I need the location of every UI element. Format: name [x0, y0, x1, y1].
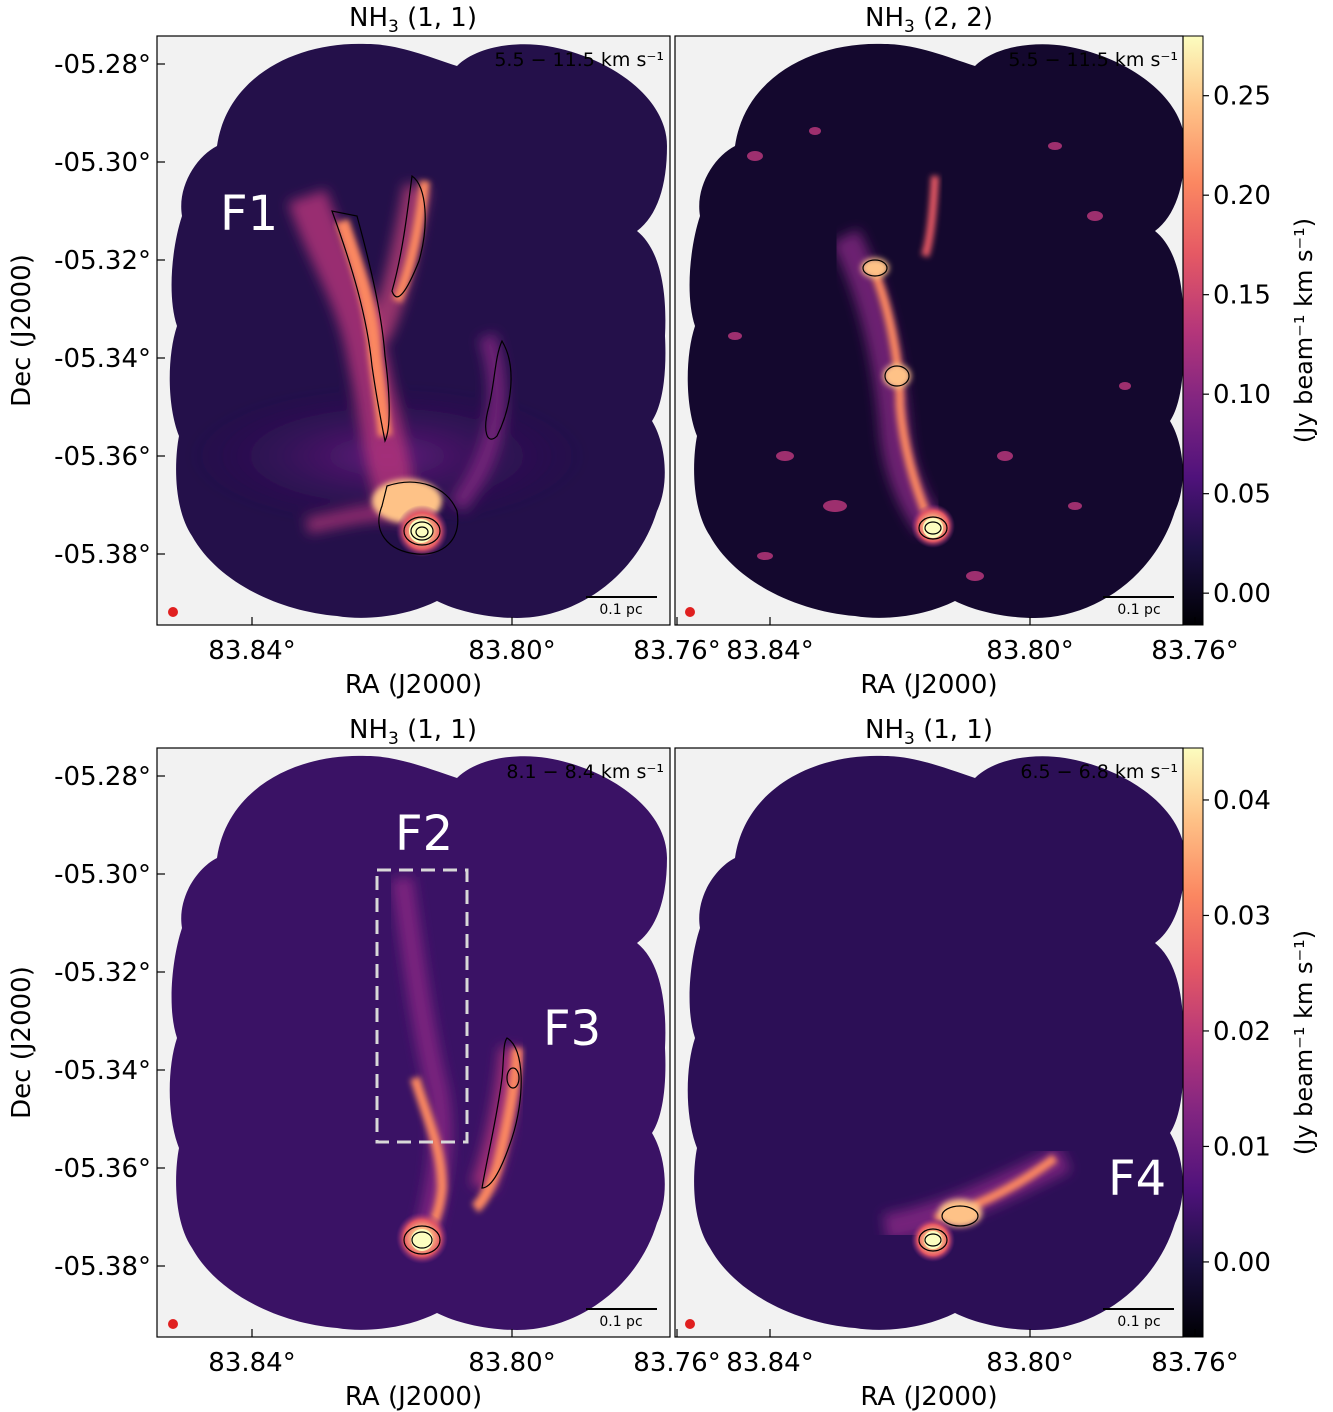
panel-title: NH3 (1, 1)	[865, 715, 993, 749]
panel-nh3-22-wide	[675, 36, 1199, 625]
beam-marker	[168, 607, 178, 617]
emission-map	[169, 755, 668, 1330]
filament-label-f2: F2	[395, 806, 453, 862]
x-tick-label: 83.84°	[208, 636, 295, 666]
y-tick-label: -05.28°	[54, 50, 151, 80]
y-tick-label: -05.36°	[54, 1154, 151, 1184]
filament-label-f3: F3	[543, 1001, 601, 1057]
colorbar-label: (Jy beam⁻¹ km s⁻¹)	[1290, 930, 1318, 1155]
panel-nh3-11-8p1	[157, 748, 670, 1337]
x-tick-label: 83.84°	[726, 636, 813, 666]
axes: 83.84° 83.80° 83.76° RA (J2000) -05.28° -05.3…	[7, 50, 1318, 1412]
colorbar-top	[1182, 35, 1204, 626]
region-box-f2	[375, 868, 469, 1144]
colorbar-tick-label: 0.01	[1213, 1132, 1271, 1162]
x-axis-label: RA (J2000)	[860, 1382, 997, 1412]
x-tick-label: 83.80°	[468, 636, 555, 666]
panel-nh3-11-6p5	[675, 748, 1199, 1337]
colorbar-tick-label: 0.04	[1213, 786, 1271, 816]
velocity-label: 5.5 − 11.5 km s⁻¹	[1008, 49, 1178, 71]
svg-text:0.1 pc: 0.1 pc	[1117, 1314, 1160, 1330]
colorbar-tick-label: 0.02	[1213, 1017, 1271, 1047]
x-axis-label: RA (J2000)	[860, 670, 997, 700]
emission-map	[687, 755, 1185, 1330]
panel-nh3-11-wide	[157, 36, 670, 625]
x-tick-label: 83.76°	[633, 1348, 720, 1378]
filament-label-f4: F4	[1108, 1151, 1166, 1207]
velocity-label: 5.5 − 11.5 km s⁻¹	[494, 49, 664, 71]
x-tick-label: 83.76°	[633, 636, 720, 666]
y-tick-label: -05.34°	[54, 1056, 151, 1086]
svg-text:0.1 pc: 0.1 pc	[599, 1314, 642, 1330]
velocity-label: 6.5 − 6.8 km s⁻¹	[1020, 761, 1178, 783]
x-tick-label: 83.84°	[726, 1348, 813, 1378]
panel-frame	[156, 35, 671, 626]
y-tick-label: -05.38°	[54, 540, 151, 570]
x-tick-label: 83.76°	[1151, 636, 1238, 666]
y-tick-label: -05.38°	[54, 1252, 151, 1282]
colorbar-tick-label: 0.25	[1213, 82, 1271, 112]
beam-marker	[685, 607, 695, 617]
contours	[918, 1205, 979, 1252]
filament-label-f1: F1	[220, 186, 278, 242]
panel-frame	[674, 747, 1184, 1338]
colorbar-tick-label: 0.15	[1213, 281, 1271, 311]
x-tick-label: 83.80°	[468, 1348, 555, 1378]
scale-bar: 0.1 pc	[1103, 1308, 1174, 1330]
contours	[862, 259, 948, 540]
velocity-label: 8.1 − 8.4 km s⁻¹	[506, 761, 664, 783]
colorbar-label: (Jy beam⁻¹ km s⁻¹)	[1290, 218, 1318, 443]
x-tick-label: 83.84°	[208, 1348, 295, 1378]
noise-clumps	[728, 127, 1131, 581]
svg-text:0.1 pc: 0.1 pc	[1117, 602, 1160, 618]
colorbar-bottom	[1182, 747, 1204, 1338]
beam-marker	[168, 1319, 178, 1329]
contours	[403, 1037, 522, 1255]
y-tick-label: -05.32°	[54, 958, 151, 988]
scale-bar: 0.1 pc	[586, 1308, 657, 1330]
y-tick-label: -05.30°	[54, 148, 151, 178]
contours	[331, 174, 512, 555]
panel-title: NH3 (1, 1)	[349, 3, 477, 37]
emission-map	[687, 43, 1185, 618]
scale-bar: 0.1 pc	[1103, 596, 1174, 618]
x-tick-label: 83.80°	[986, 636, 1073, 666]
x-tick-label: 83.80°	[986, 1348, 1073, 1378]
colorbar-tick-label: 0.00	[1213, 1248, 1271, 1278]
y-axis-label: Dec (J2000)	[7, 966, 37, 1119]
panel-frame	[156, 747, 671, 1338]
y-axis-label: Dec (J2000)	[7, 254, 37, 407]
colorbar-tick-label: 0.20	[1213, 181, 1271, 211]
colorbar-tick-label: 0.10	[1213, 380, 1271, 410]
panel-title: NH3 (2, 2)	[865, 3, 993, 37]
emission-map	[169, 43, 668, 618]
y-tick-label: -05.28°	[54, 762, 151, 792]
x-axis-label: RA (J2000)	[345, 1382, 482, 1412]
y-tick-label: -05.32°	[54, 246, 151, 276]
y-tick-label: -05.30°	[54, 860, 151, 890]
x-axis-label: RA (J2000)	[345, 670, 482, 700]
y-tick-label: -05.34°	[54, 344, 151, 374]
x-tick-label: 83.76°	[1151, 1348, 1238, 1378]
colorbar-tick-label: 0.03	[1213, 901, 1271, 931]
beam-marker	[685, 1319, 695, 1329]
panel-title: NH3 (1, 1)	[349, 715, 477, 749]
scale-bar: 0.1 pc	[586, 596, 657, 618]
colorbar-tick-label: 0.05	[1213, 480, 1271, 510]
colorbar-tick-label: 0.00	[1213, 579, 1271, 609]
svg-text:0.1 pc: 0.1 pc	[599, 602, 642, 618]
panel-frame	[674, 35, 1184, 626]
y-tick-label: -05.36°	[54, 442, 151, 472]
